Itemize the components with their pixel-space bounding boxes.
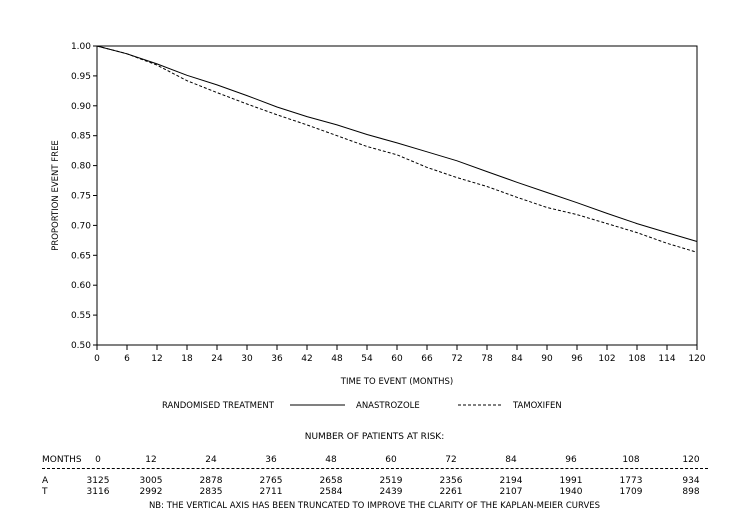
y-tick-label: 0.70 xyxy=(71,221,91,231)
y-tick-label: 0.80 xyxy=(71,162,91,172)
x-tick-label: 96 xyxy=(571,354,583,364)
x-tick-label: 18 xyxy=(181,354,193,364)
risk-cell: 2356 xyxy=(439,476,463,486)
x-tick-label: 12 xyxy=(151,354,162,364)
series-line-anastrozole xyxy=(96,45,698,242)
risk-row-label: A xyxy=(42,476,49,486)
x-tick-label: 60 xyxy=(391,354,403,364)
risk-table-footnote: NB: THE VERTICAL AXIS HAS BEEN TRUNCATED… xyxy=(148,501,601,511)
x-tick-label: 6 xyxy=(124,354,130,364)
x-tick-label: 72 xyxy=(451,354,462,364)
risk-row-label: T xyxy=(42,487,48,497)
y-tick-label: 0.55 xyxy=(71,311,91,321)
risk-row-t: T 3116 2992 2835 2711 2584 2439 2261 2107 1940 170… xyxy=(0,487,749,499)
x-axis-ticks: 0 6 12 18 24 30 36 42 48 54 60 66 72 78 84 90 96 102 108 11… xyxy=(94,345,706,364)
y-tick-label: 0.65 xyxy=(71,251,91,261)
series-lines xyxy=(96,45,698,253)
risk-header-month: 72 xyxy=(445,455,457,465)
y-tick-label: 0.60 xyxy=(71,281,91,291)
risk-header-month: 96 xyxy=(565,455,577,465)
x-tick-label: 0 xyxy=(94,354,100,364)
risk-cell: 2992 xyxy=(139,487,163,497)
risk-cell: 2261 xyxy=(439,487,463,497)
risk-cell: 2765 xyxy=(259,476,283,486)
risk-header-label: MONTHS xyxy=(42,455,82,465)
x-tick-label: 120 xyxy=(688,354,705,364)
x-tick-label: 30 xyxy=(241,354,253,364)
risk-cell: 2519 xyxy=(379,476,403,486)
plot-area: 0.50 0.55 0.60 0.65 0.70 0.75 0.80 0.85 0.90 0.95… xyxy=(71,42,706,364)
risk-header-month: 108 xyxy=(622,455,640,465)
risk-cell: 2711 xyxy=(259,487,283,497)
legend-label-tamoxifen: TAMOXIFEN xyxy=(512,401,562,411)
risk-cell: 3125 xyxy=(86,476,110,486)
risk-row-a: A 3125 3005 2878 2765 2658 2519 2356 2194 1991 177… xyxy=(0,476,749,488)
legend: RANDOMISED TREATMENT ANASTROZOLE TAMOXIFE… xyxy=(162,401,562,411)
plot-frame xyxy=(96,45,698,346)
y-tick-label: 0.50 xyxy=(71,341,91,351)
risk-cell: 1773 xyxy=(619,476,643,486)
x-tick-label: 90 xyxy=(541,354,553,364)
risk-header-month: 60 xyxy=(385,455,397,465)
risk-header-month: 12 xyxy=(145,455,157,465)
risk-header-month: 84 xyxy=(505,455,517,465)
risk-cell: 2835 xyxy=(199,487,223,497)
risk-header-month: 24 xyxy=(205,455,217,465)
risk-cell: 3116 xyxy=(86,487,110,497)
risk-cell: 2878 xyxy=(199,476,223,486)
risk-table-title: NUMBER OF PATIENTS AT RISK: xyxy=(304,432,445,442)
risk-cell: 1940 xyxy=(559,487,583,497)
y-tick-label: 0.85 xyxy=(71,132,91,142)
x-tick-label: 102 xyxy=(598,354,615,364)
risk-cell: 3005 xyxy=(139,476,163,486)
legend-label-anastrozole: ANASTROZOLE xyxy=(356,401,420,411)
series-line-tamoxifen xyxy=(96,45,698,253)
risk-cell: 2658 xyxy=(319,476,343,486)
x-tick-label: 66 xyxy=(421,354,433,364)
risk-cell: 2194 xyxy=(499,476,523,486)
risk-header-month: 120 xyxy=(682,455,700,465)
risk-cell: 1991 xyxy=(559,476,583,486)
risk-table-header: MONTHS 0 12 24 36 48 60 72 84 96 108 120 xyxy=(0,455,749,467)
y-axis-label: PROPORTION EVENT FREE xyxy=(51,140,61,251)
x-tick-label: 114 xyxy=(658,354,675,364)
risk-cell: 934 xyxy=(682,476,700,486)
risk-header-month: 0 xyxy=(95,455,101,465)
x-axis-label: TIME TO EVENT (MONTHS) xyxy=(340,377,454,387)
risk-cell: 2439 xyxy=(379,487,403,497)
x-tick-label: 24 xyxy=(211,354,223,364)
risk-header-month: 36 xyxy=(265,455,277,465)
risk-header-month: 48 xyxy=(325,455,337,465)
legend-title: RANDOMISED TREATMENT xyxy=(162,401,275,411)
risk-cell: 898 xyxy=(682,487,700,497)
y-tick-label: 0.90 xyxy=(71,102,91,112)
x-tick-label: 42 xyxy=(301,354,312,364)
y-tick-label: 0.95 xyxy=(71,72,91,82)
risk-cell: 1709 xyxy=(619,487,643,497)
x-tick-label: 84 xyxy=(511,354,523,364)
x-tick-label: 78 xyxy=(481,354,493,364)
risk-table-divider xyxy=(42,468,708,469)
y-axis-ticks: 0.50 0.55 0.60 0.65 0.70 0.75 0.80 0.85 0.90 0.95… xyxy=(71,42,97,351)
risk-cell: 2107 xyxy=(499,487,523,497)
x-tick-label: 48 xyxy=(331,354,343,364)
y-tick-label: 1.00 xyxy=(71,42,91,52)
risk-cell: 2584 xyxy=(319,487,343,497)
x-tick-label: 36 xyxy=(271,354,283,364)
x-tick-label: 54 xyxy=(361,354,373,364)
x-tick-label: 108 xyxy=(628,354,645,364)
y-tick-label: 0.75 xyxy=(71,192,91,202)
